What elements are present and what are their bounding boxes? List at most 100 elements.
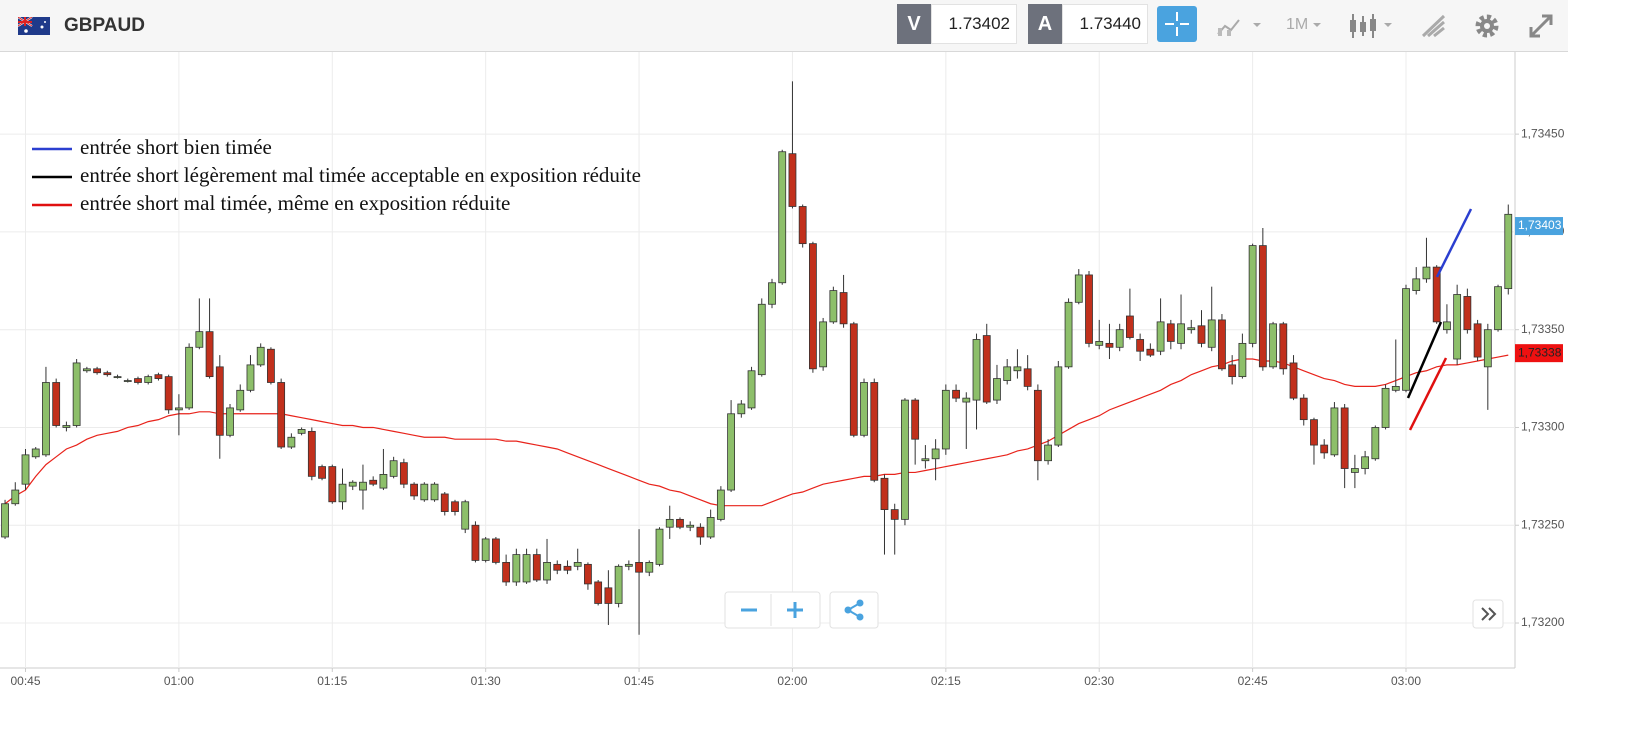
candle-body: [962, 397, 971, 403]
annotation-line: [1435, 208, 1473, 278]
candle-body: [399, 462, 408, 485]
candle-body: [164, 376, 173, 411]
candle-body: [42, 382, 50, 456]
candle-body: [849, 323, 858, 436]
candle-body: [369, 479, 378, 485]
chart-type-button[interactable]: [1215, 14, 1265, 38]
candle-body: [993, 378, 1001, 401]
x-tick-label: 02:45: [1238, 674, 1268, 688]
candle-body: [594, 581, 603, 604]
price-tag: [1515, 344, 1563, 363]
candle-body: [757, 303, 766, 376]
candle-body: [696, 526, 705, 538]
bid-price[interactable]: 1.73402: [931, 4, 1017, 44]
price-tag: [1515, 217, 1563, 236]
candle-body: [706, 517, 715, 538]
zoom-in[interactable]: [787, 602, 803, 618]
candle-body: [604, 587, 613, 604]
x-tick-label: 01:30: [471, 674, 501, 688]
candle-body: [1412, 278, 1421, 291]
x-tick-label: 01:00: [164, 674, 194, 688]
candle-body: [522, 554, 531, 583]
candle-body: [461, 501, 470, 530]
candle-body: [1453, 294, 1462, 360]
flag: [18, 17, 50, 35]
candle-body: [52, 382, 61, 426]
candle-body: [788, 153, 797, 207]
fullscreen-button[interactable]: [1527, 12, 1555, 40]
candle-body: [471, 524, 480, 561]
candle-body: [318, 466, 326, 479]
settings-button[interactable]: [1473, 12, 1501, 40]
candle-body: [860, 382, 868, 436]
candle-body: [921, 458, 930, 462]
candle-body: [1156, 321, 1165, 352]
candle-body: [1381, 387, 1390, 428]
candle-body: [1095, 341, 1104, 346]
candle-body: [502, 562, 511, 583]
candle-body: [931, 448, 940, 460]
candle-body: [982, 335, 991, 403]
ask-price[interactable]: 1.73440: [1062, 4, 1148, 44]
candle-body: [113, 376, 122, 379]
candle-body: [215, 366, 224, 436]
candle-body: [1033, 389, 1042, 462]
share-button[interactable]: [829, 591, 879, 629]
candle-body: [21, 454, 30, 485]
candle-body: [553, 563, 562, 571]
candle-body: [890, 509, 899, 520]
bid-label[interactable]: V: [897, 4, 931, 44]
candle-body: [328, 466, 337, 503]
candle-body: [1473, 323, 1482, 358]
candle-body: [1279, 323, 1288, 370]
candle-body: [1166, 323, 1175, 342]
ask-label[interactable]: A: [1028, 4, 1062, 44]
candle-body: [1402, 288, 1410, 391]
candle-body: [185, 346, 194, 409]
candle-type-button[interactable]: [1348, 12, 1398, 40]
candle-body: [563, 565, 572, 571]
legend-label: entrée short mal timée, même en expositi…: [80, 191, 510, 215]
candle-body: [512, 554, 521, 583]
candle-body: [1003, 366, 1012, 381]
share-icon: [844, 599, 864, 621]
candle-body: [1310, 419, 1318, 446]
candle-body: [1320, 444, 1329, 454]
zoom-controls: [724, 591, 1504, 629]
candle-body: [1207, 319, 1216, 348]
x-tick-label: 01:45: [624, 674, 654, 688]
candle-body: [870, 382, 879, 481]
candle-body: [972, 339, 981, 401]
price-tag-label: 1,73403: [1518, 218, 1562, 232]
candle-body: [410, 483, 418, 497]
candle-body: [543, 562, 551, 581]
candle-body: [1228, 364, 1237, 378]
candle-body: [1371, 427, 1380, 460]
candle-body: [1432, 266, 1441, 323]
candle-body: [1350, 468, 1359, 473]
candle-body: [267, 348, 275, 383]
crosshair-button[interactable]: [1157, 6, 1197, 42]
candle-body: [1085, 274, 1093, 344]
candle-body: [277, 382, 286, 448]
candle-body: [901, 399, 909, 520]
timeframe[interactable]: 1M: [1286, 16, 1309, 33]
candle-body: [645, 562, 654, 573]
legend-label: entrée short légèrement mal timée accept…: [80, 163, 641, 187]
candle-body: [359, 481, 367, 491]
candle-body: [1177, 323, 1185, 344]
candle-body: [31, 448, 40, 458]
candle-body: [451, 501, 459, 512]
candle-body: [1422, 266, 1431, 280]
candle-body: [737, 403, 746, 415]
timeframe-arrow: [1313, 23, 1321, 27]
candle-body: [1074, 274, 1083, 303]
candle-body: [1258, 245, 1267, 368]
candle-body: [62, 425, 71, 428]
draw-button[interactable]: [1420, 12, 1448, 40]
candle-body: [1391, 385, 1400, 391]
candle-body: [829, 290, 838, 323]
candle-body: [665, 518, 674, 528]
